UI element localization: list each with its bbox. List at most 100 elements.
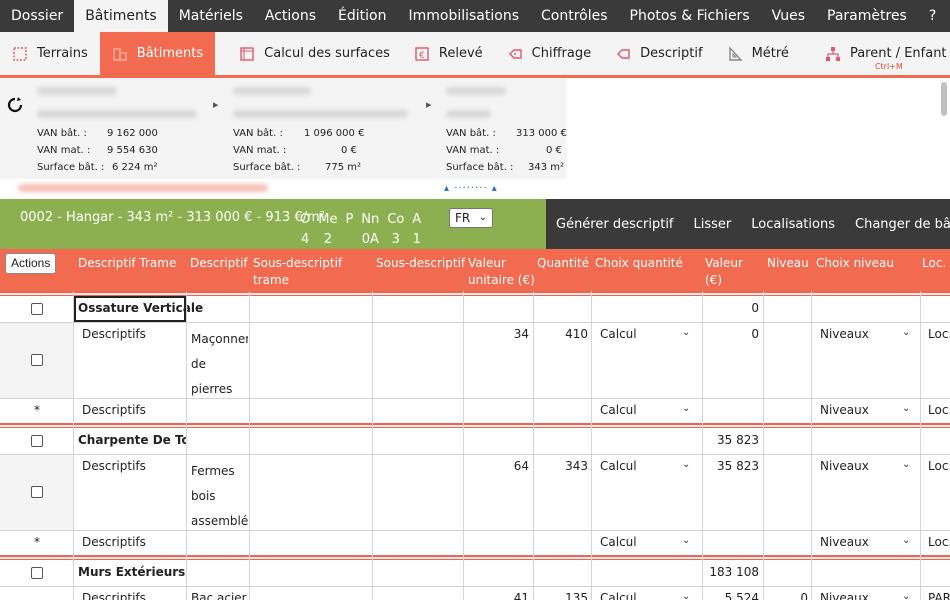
row-checkbox[interactable] (31, 567, 43, 579)
blurred-address (18, 184, 268, 192)
loc-cell[interactable]: Loc. (928, 403, 950, 417)
niveau-cell[interactable]: 0 (800, 591, 808, 600)
language-select[interactable]: FR ⌄ (449, 208, 493, 228)
menu-batiments[interactable]: Bâtiments (74, 0, 168, 32)
menu-photos-fichiers[interactable]: Photos & Fichiers (629, 8, 750, 24)
descriptif-trame-cell[interactable]: Descriptifs (82, 591, 146, 600)
localisations-button[interactable]: Localisations (751, 216, 835, 232)
choix-quantite-select[interactable]: Calcul (600, 327, 637, 341)
svg-text:€: € (419, 51, 425, 61)
descriptif-trame-cell[interactable]: Descriptifs (82, 459, 146, 473)
tool-metre[interactable]: Métré (715, 32, 801, 75)
col-niveau[interactable]: Niveau (767, 256, 809, 270)
loc-cell[interactable]: PAR (928, 591, 950, 600)
surface-label: Surface bât. : (37, 162, 105, 173)
chevron-right-icon[interactable]: ▸ (426, 98, 432, 111)
col-choix-quantite[interactable]: Choix quantité (595, 256, 683, 270)
column-divider (463, 291, 464, 600)
col-choix-niveau[interactable]: Choix niveau (816, 256, 894, 270)
group-name[interactable]: Charpente De Toitu (78, 433, 186, 447)
row-checkbox[interactable] (31, 303, 43, 315)
row-checkbox[interactable] (31, 486, 43, 498)
descriptif-cell[interactable]: Bac acier (191, 591, 247, 600)
descriptif-cell[interactable]: Fermesboisassemblée (191, 464, 248, 528)
changer-batiment-button[interactable]: Changer de bâtiment (855, 216, 950, 232)
valeur-cell: 0 (751, 327, 759, 341)
unit-value-cell[interactable]: 64 (513, 459, 529, 473)
row-checkbox[interactable] (31, 354, 43, 366)
menu-help[interactable]: ? (928, 8, 937, 24)
choix-niveau-select[interactable]: Niveaux (820, 403, 869, 417)
choix-quantite-select[interactable]: Calcul (600, 403, 637, 417)
col-quantite[interactable]: Quantité (537, 256, 590, 270)
col-valeur-unitaire[interactable]: Valeur unitaire (€) (468, 256, 535, 287)
tool-metre-label: Métré (751, 46, 789, 61)
col-descriptif[interactable]: Descriptif (190, 256, 248, 270)
van-mat-value: 0 € (341, 145, 357, 156)
quantity-cell[interactable]: 135 (565, 591, 588, 600)
chevron-down-icon: ⌄ (902, 459, 911, 470)
menu-immobilisations[interactable]: Immobilisations (408, 8, 519, 24)
group-name[interactable]: Murs Extérieurs (78, 565, 186, 579)
menu-edition[interactable]: Édition (338, 8, 387, 24)
building-card-2[interactable]: VAN bât. : 1 096 000 € VAN mat. : 0 € Surf… (233, 78, 423, 179)
menu-dossier[interactable]: Dossier (11, 8, 64, 24)
loc-cell[interactable]: Loc. (928, 327, 950, 341)
menu-actions[interactable]: Actions (264, 8, 317, 24)
loc-cell[interactable]: Loc. (928, 535, 950, 549)
building-icon (112, 46, 128, 62)
menu-parametres[interactable]: Paramètres (827, 8, 907, 24)
col-sous-descriptif[interactable]: Sous-descriptif (376, 256, 466, 270)
descriptif-cell[interactable]: Maçonner de pierres (191, 332, 248, 396)
choix-quantite-select[interactable]: Calcul (600, 459, 637, 473)
loc-cell[interactable]: Loc. (928, 459, 950, 473)
row-divider (0, 322, 950, 323)
menu-vues[interactable]: Vues (771, 8, 806, 24)
row-divider (0, 586, 950, 587)
descriptif-trame-cell[interactable]: Descriptifs (82, 327, 146, 341)
resize-handle[interactable]: ▴ ········ ▴ (444, 183, 498, 194)
descriptif-trame-cell[interactable]: Descriptifs (82, 535, 146, 549)
col-sous-descriptif-trame[interactable]: Sous-descriptif trame (253, 256, 343, 287)
scrollbar[interactable] (941, 82, 947, 116)
row-checkbox[interactable] (31, 435, 43, 447)
building-card-1[interactable]: VAN bât. :9 162 000 VAN mat. :9 554 630 … (37, 78, 207, 179)
choix-niveau-select[interactable]: Niveaux (820, 327, 869, 341)
choix-niveau-select[interactable]: Niveaux (820, 459, 869, 473)
new-row-marker: * (34, 535, 40, 549)
chevron-down-icon: ⌄ (902, 591, 911, 600)
col-loc[interactable]: Loc. (922, 256, 947, 270)
generer-descriptif-button[interactable]: Générer descriptif (556, 216, 674, 232)
lisser-button[interactable]: Lisser (693, 216, 732, 232)
tool-descriptif[interactable]: Descriptif (603, 32, 714, 75)
chevron-down-icon: ⌄ (902, 403, 911, 414)
tool-terrains[interactable]: Terrains (0, 32, 100, 75)
chevron-right-icon[interactable]: ▸ (213, 98, 219, 111)
unit-value-cell[interactable]: 41 (513, 591, 529, 600)
tool-calcul-surfaces[interactable]: Calcul des surfaces (227, 32, 402, 75)
set-square-icon (727, 45, 743, 62)
building-card-3[interactable]: VAN bât. : 313 000 € VAN mat. : 0 € Surfac… (446, 78, 567, 179)
tool-releve[interactable]: € Relevé (402, 32, 495, 75)
group-name[interactable]: Ossature Verticale (78, 301, 204, 315)
column-divider (811, 291, 812, 600)
van-mat-label: VAN mat. : (446, 145, 500, 156)
choix-niveau-select[interactable]: Niveaux (820, 535, 869, 549)
actions-button[interactable]: Actions (5, 253, 57, 274)
col-descriptif-trame[interactable]: Descriptif Trame (78, 256, 177, 270)
refresh-icon[interactable] (6, 96, 24, 114)
choix-niveau-select[interactable]: Niveaux (820, 591, 869, 600)
descriptif-trame-cell[interactable]: Descriptifs (82, 403, 146, 417)
quantity-cell[interactable]: 410 (565, 327, 588, 341)
tool-parent-enfant[interactable]: Parent / Enfant Ctrl+M (813, 32, 950, 75)
choix-quantite-select[interactable]: Calcul (600, 591, 637, 600)
unit-value-cell[interactable]: 34 (513, 327, 529, 341)
tool-chiffrage[interactable]: Chiffrage (495, 32, 603, 75)
van-mat-value: 0 € (546, 145, 562, 156)
menu-materiels[interactable]: Matériels (178, 8, 243, 24)
col-valeur[interactable]: Valeur (€) (705, 256, 743, 287)
tool-batiments[interactable]: Bâtiments (99, 32, 216, 75)
choix-quantite-select[interactable]: Calcul (600, 535, 637, 549)
menu-controles[interactable]: Contrôles (541, 8, 608, 24)
quantity-cell[interactable]: 343 (565, 459, 588, 473)
